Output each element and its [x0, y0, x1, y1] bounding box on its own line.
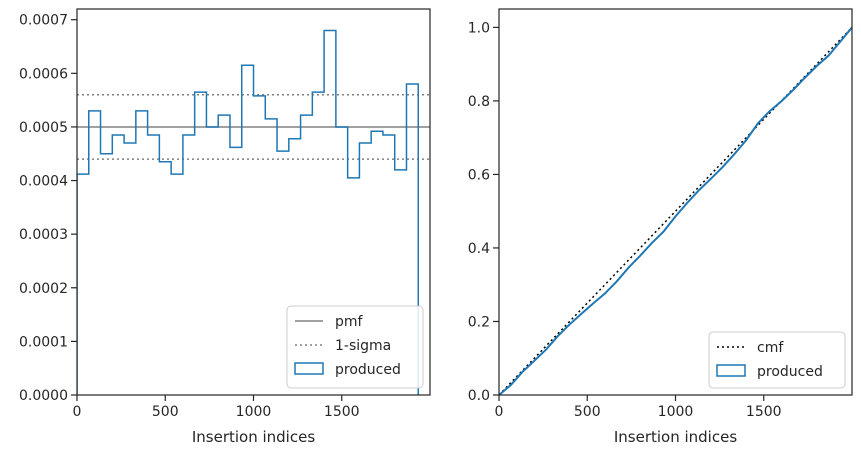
right-x-tick-label: 500	[574, 404, 601, 420]
left-y-tick-label: 0.0006	[19, 66, 68, 82]
right-y-tick-label: 0.0	[468, 388, 490, 404]
left-legend-box	[286, 305, 424, 389]
right-legend: cmf produced	[708, 331, 846, 389]
left-y-tick-label: 0.0005	[19, 120, 68, 136]
right-legend-box	[708, 331, 846, 389]
right-chart: 0 500 1000 1500 0.0 0.2 0.4 0.6 0.8 1.0 Insertion …	[468, 8, 853, 446]
right-produced-line	[499, 26, 852, 395]
left-y-tick-label: 0.0002	[19, 281, 68, 297]
right-y-tick-label: 0.4	[468, 241, 490, 257]
left-y-tick-label: 0.0007	[19, 13, 68, 29]
left-x-tick-label: 0	[73, 404, 82, 420]
left-legend-label: produced	[335, 362, 401, 378]
left-x-axis-label: Insertion indices	[192, 428, 315, 446]
left-legend-handle-produced	[294, 362, 324, 375]
right-x-tick-label: 0	[495, 404, 504, 420]
left-x-tick-label: 1000	[236, 404, 272, 420]
right-y-tick-label: 0.6	[468, 167, 490, 183]
left-legend-label: pmf	[335, 314, 364, 330]
left-x-tick-label: 500	[152, 404, 179, 420]
left-y-tick-label: 0.0004	[19, 174, 68, 190]
right-legend-label: produced	[757, 364, 823, 380]
left-y-tick-label: 0.0003	[19, 227, 68, 243]
left-plot-area	[77, 29, 430, 395]
left-produced-step	[77, 29, 419, 395]
right-y-tick-label: 1.0	[468, 20, 490, 36]
right-x-axis-label: Insertion indices	[614, 428, 737, 446]
left-y-tick-label: 0.0000	[19, 388, 68, 404]
right-legend-handle-produced	[716, 364, 746, 377]
right-plot-area	[499, 26, 852, 395]
right-x-tick-label: 1000	[658, 404, 694, 420]
left-chart: 0 500 1000 1500 0.0000 0.0001 0.0002 0.0003 0.00…	[19, 8, 431, 446]
left-legend-label: 1-sigma	[335, 338, 391, 354]
right-y-tick-label: 0.2	[468, 314, 490, 330]
right-x-tick-label: 1500	[746, 404, 782, 420]
right-legend-label: cmf	[757, 340, 784, 356]
left-legend: pmf 1-sigma produced	[286, 305, 424, 389]
right-y-tick-label: 0.8	[468, 94, 490, 110]
left-y-tick-label: 0.0001	[19, 334, 68, 350]
left-x-tick-label: 1500	[324, 404, 360, 420]
